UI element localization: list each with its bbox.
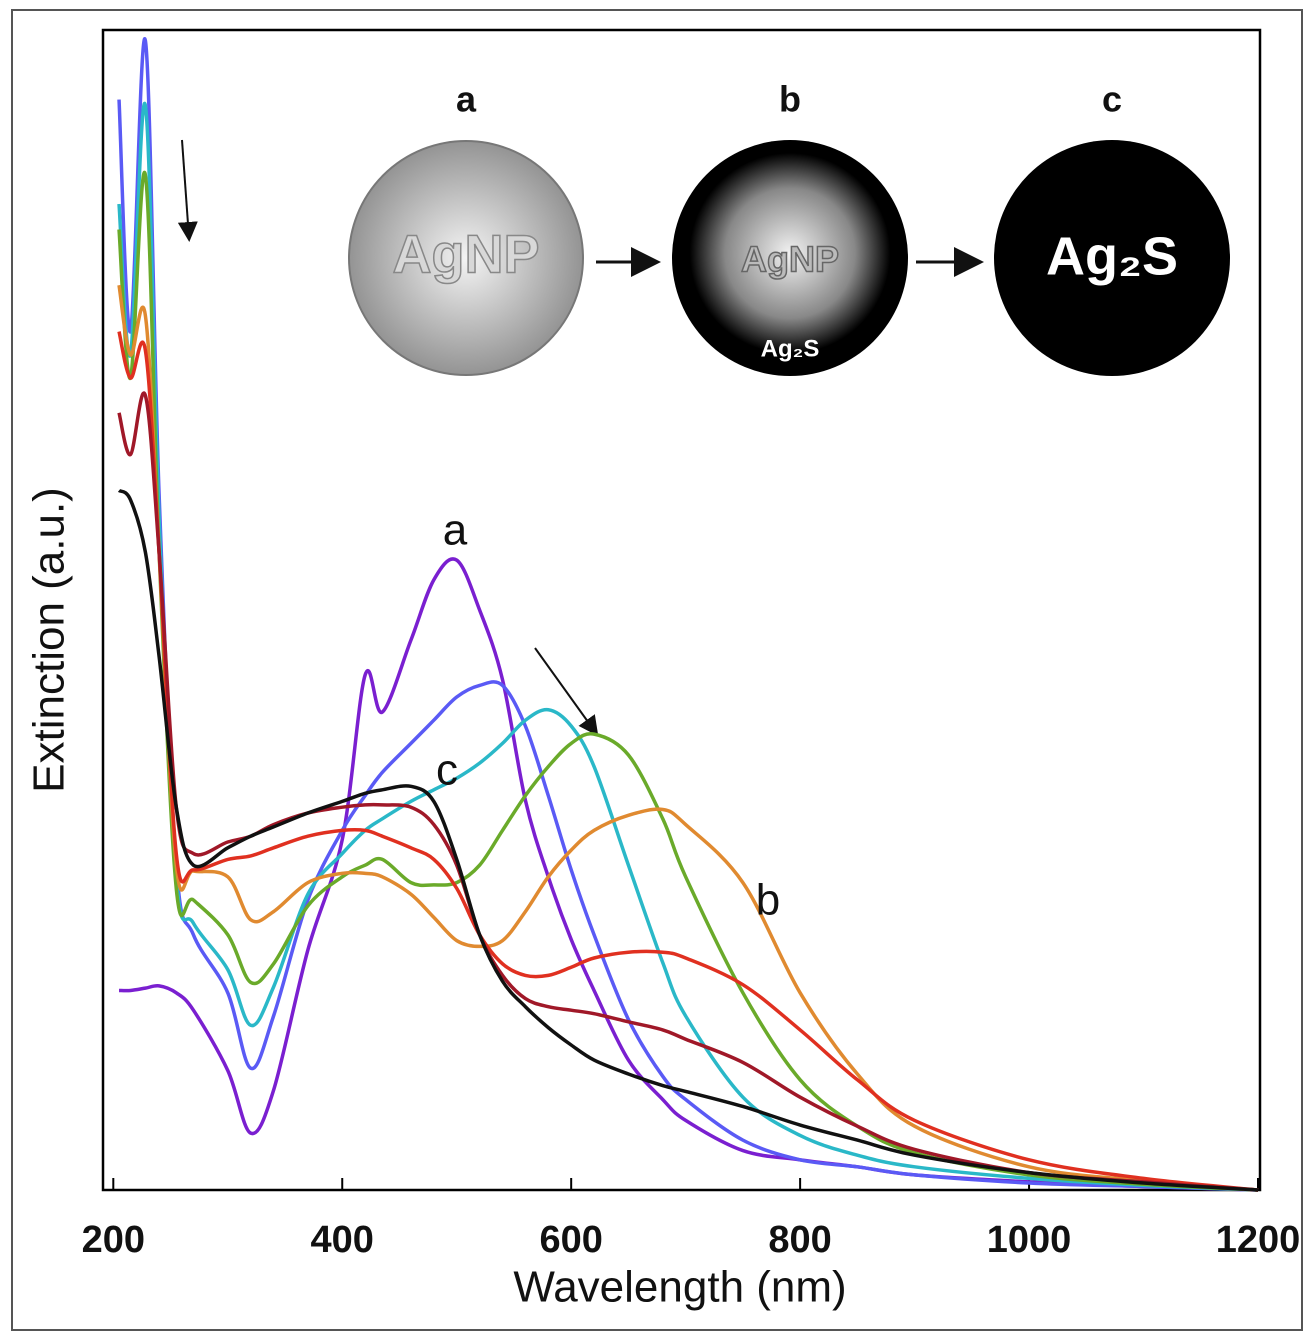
inset-circle [994, 140, 1230, 376]
x-tick-label: 800 [768, 1219, 831, 1261]
inset-circle [672, 140, 908, 376]
x-tick-label: 1000 [987, 1219, 1072, 1261]
spectrum-line [117, 331, 1259, 1192]
inset-circle [348, 140, 584, 376]
inset-label: a [456, 79, 477, 120]
plot-frame [101, 28, 1262, 1192]
inset-text: AgNP [741, 239, 839, 280]
curve-label: b [756, 876, 780, 925]
curve-label: a [443, 506, 468, 555]
inset-label: b [779, 79, 801, 120]
inset-text: Ag₂S [761, 335, 820, 362]
spectrum-line [117, 488, 1259, 1192]
trend-arrow [534, 647, 599, 737]
curve-label: c [436, 746, 458, 795]
spectrum-line [118, 557, 1259, 1192]
x-tick-label: 400 [311, 1219, 374, 1261]
x-tick-label: 1200 [1216, 1219, 1301, 1261]
trend-arrow [177, 139, 198, 242]
x-axis-label: Wavelength (nm) [513, 1263, 846, 1312]
inset [348, 140, 1230, 376]
spectrum-line [117, 284, 1259, 1192]
x-tick-label: 600 [539, 1219, 602, 1261]
y-axis-label: Extinction (a.u.) [25, 487, 74, 793]
outer-frame [11, 9, 1303, 1331]
spectrum-line [117, 391, 1259, 1192]
inset-text: AgNP [393, 224, 540, 284]
inset-text: Ag₂S [1046, 226, 1178, 286]
inset-label: c [1102, 79, 1122, 120]
x-tick-label: 200 [82, 1219, 145, 1261]
